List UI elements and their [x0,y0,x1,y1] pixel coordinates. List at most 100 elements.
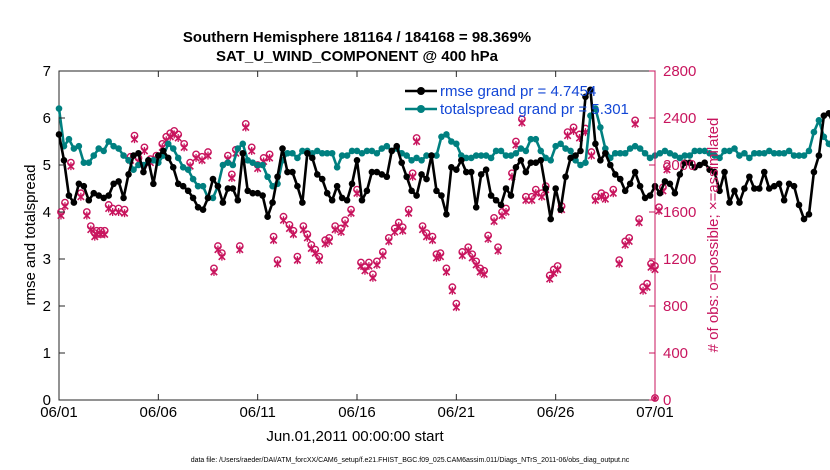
obs-assimilated-marker [522,196,530,205]
y-tick-label: 3 [43,251,51,268]
obs-assimilated-marker [404,209,413,218]
obs-assimilated-marker [228,173,236,182]
rmse-marker [95,192,103,199]
obs-assimilated-marker [83,211,91,220]
x-tick-label: 07/01 [636,404,674,421]
obs-assimilated-marker [615,259,624,268]
obs-assimilated-marker [528,196,536,205]
rmse-marker [552,185,559,192]
rmse-marker [631,168,639,176]
rmse-marker [716,187,723,195]
rmse-marker [85,196,93,204]
rmse-marker [164,154,172,162]
rmse-marker [751,185,758,192]
totalspread-marker [105,138,112,145]
obs-assimilated-marker [476,267,484,276]
obs-assimilated-marker [114,208,123,216]
totalspread-marker [760,149,768,157]
rmse-marker [736,199,743,206]
obs-assimilated-marker [347,209,355,218]
totalspread-marker [815,117,823,124]
rmse-marker [199,206,207,213]
totalspread-marker [552,142,559,150]
chart-title-line1: Southern Hemisphere 181164 / 184168 = 98… [183,29,531,46]
totalspread-marker [482,152,490,159]
rmse-marker [75,180,83,188]
totalspread-marker [70,145,78,152]
obs-assimilated-marker [87,225,95,234]
totalspread-marker [115,145,122,152]
totalspread-marker [299,147,306,155]
totalspread-marker [249,159,256,166]
series-layer [55,86,830,223]
totalspread-marker [373,149,381,157]
totalspread-marker [289,149,296,157]
obs-assimilated-marker [390,227,399,236]
totalspread-marker [358,149,366,157]
obs-assimilated-marker [108,208,117,216]
rmse-marker [269,199,276,206]
rmse-marker [487,192,495,199]
totalspread-marker [65,135,73,143]
obs-assimilated-marker [373,260,381,269]
obs-assimilated-marker [490,217,498,226]
rmse-marker [532,159,540,166]
rmse-marker [666,180,674,188]
totalspread-marker [577,161,584,169]
rmse-marker [522,168,530,176]
rmse-marker [333,182,341,190]
obs-assimilated-marker [569,126,578,135]
totalspread-marker [199,182,207,190]
totalspread-marker [691,147,699,155]
totalspread-marker [537,147,545,155]
totalspread-marker [676,154,684,162]
obs-assimilated-marker [285,224,294,233]
obs-assimilated-marker [647,263,655,272]
rmse-marker [721,168,728,176]
totalspread-marker [711,152,718,159]
rmse-marker [194,204,202,211]
rmse-marker [805,211,813,218]
obs-assimilated-marker [412,137,421,146]
rmse-marker [542,185,550,192]
x-tick-label: 06/01 [40,404,78,421]
totalspread-marker [641,149,649,157]
obs-assimilated-marker [67,162,75,171]
rmse-marker [681,159,689,166]
rmse-marker [160,147,167,155]
totalspread-marker [656,149,664,157]
obs-assimilated-marker [655,206,663,215]
totalspread-marker [467,154,475,162]
obs-assimilated-marker [587,151,596,160]
totalspread-marker [234,145,242,152]
totalspread-marker [348,147,356,155]
rmse-marker [507,192,515,199]
obs-assimilated-marker [609,189,618,198]
totalspread-marker [264,173,271,181]
totalspread-marker [194,182,202,190]
totalspread-marker [611,149,619,157]
totalspread-marker [323,149,331,157]
rmse-marker [373,168,381,176]
obs-assimilated-marker [563,131,572,140]
rmse-marker [224,185,232,192]
rmse-marker [577,147,584,155]
obs-assimilated-marker [545,274,554,283]
rmse-marker [482,166,490,173]
legend-spread-label: totalspread grand pr = 5.301 [440,101,629,118]
totalspread-marker [313,147,321,155]
obs-assimilated-marker [273,259,282,268]
rmse-marker [145,157,152,164]
rmse-marker [810,168,818,176]
rmse-marker [264,213,271,220]
totalspread-marker [721,147,728,155]
obs-assimilated-marker [532,189,540,198]
totalspread-marker [110,142,117,150]
rmse-marker [393,142,401,150]
totalspread-marker [726,147,733,155]
rmse-marker [249,189,256,197]
totalspread-marker [765,147,773,155]
obs-assimilated-marker [303,233,312,242]
obs-assimilated-marker [57,211,65,220]
totalspread-marker [636,145,644,152]
